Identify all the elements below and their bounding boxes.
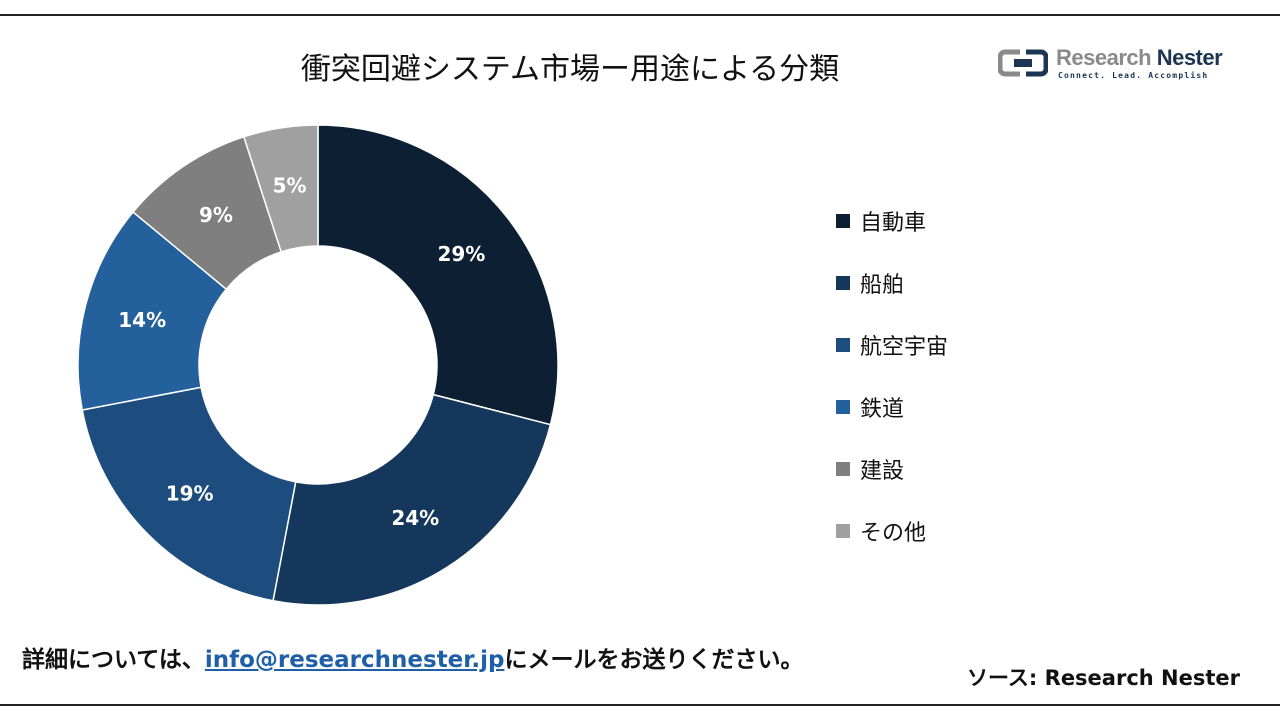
donut-chart: 29% 24% 19% 14% 9% 5% [77,124,559,606]
research-nester-logo: Research Nester Connect. Lead. Accomplis… [998,45,1223,85]
legend-item: 航空宇宙 [836,314,948,376]
legend-label: 船舶 [860,273,905,298]
legend: 自動車船舶航空宇宙鉄道建設その他 [836,190,948,562]
chart-title: 衝突回避システム市場ー用途による分類 [300,52,840,87]
donut-slice-5 [242,124,319,253]
legend-label: 建設 [860,459,905,484]
logo-name: Research Nester [1056,45,1223,70]
email-link[interactable]: info@researchnester.jp [204,647,505,673]
donut-slice-2 [81,386,297,602]
source-note: ソース: Research Nester [966,666,1240,690]
legend-item: 鉄道 [836,376,948,438]
logo-tagline: Connect. Lead. Accomplish [1058,71,1209,80]
legend-swatch [836,276,850,290]
slice-label: 29% [437,242,485,266]
legend-swatch [836,524,850,538]
legend-label: 自動車 [860,211,927,236]
logo-mark-icon [998,49,1048,77]
top-rule [0,14,1280,16]
legend-swatch [836,338,850,352]
donut-slice-1 [272,393,552,606]
legend-label: 鉄道 [860,397,905,422]
legend-item: 自動車 [836,190,948,252]
slice-label: 14% [118,308,166,332]
legend-label: 航空宇宙 [860,335,949,360]
slice-label: 19% [166,481,214,505]
slice-label: 9% [199,203,233,227]
footer-note: 詳細については、info@researchnester.jpにメールをお送りくだ… [22,647,804,673]
legend-swatch [836,462,850,476]
donut-slice-3 [77,210,228,411]
legend-label: その他 [860,521,927,546]
legend-item: 船舶 [836,252,948,314]
legend-swatch [836,214,850,228]
legend-item: 建設 [836,438,948,500]
legend-swatch [836,400,850,414]
legend-item: その他 [836,500,948,562]
bottom-rule [0,704,1280,706]
slice-label: 24% [391,506,439,530]
donut-slice-0 [317,124,559,426]
slice-label: 5% [273,174,307,198]
